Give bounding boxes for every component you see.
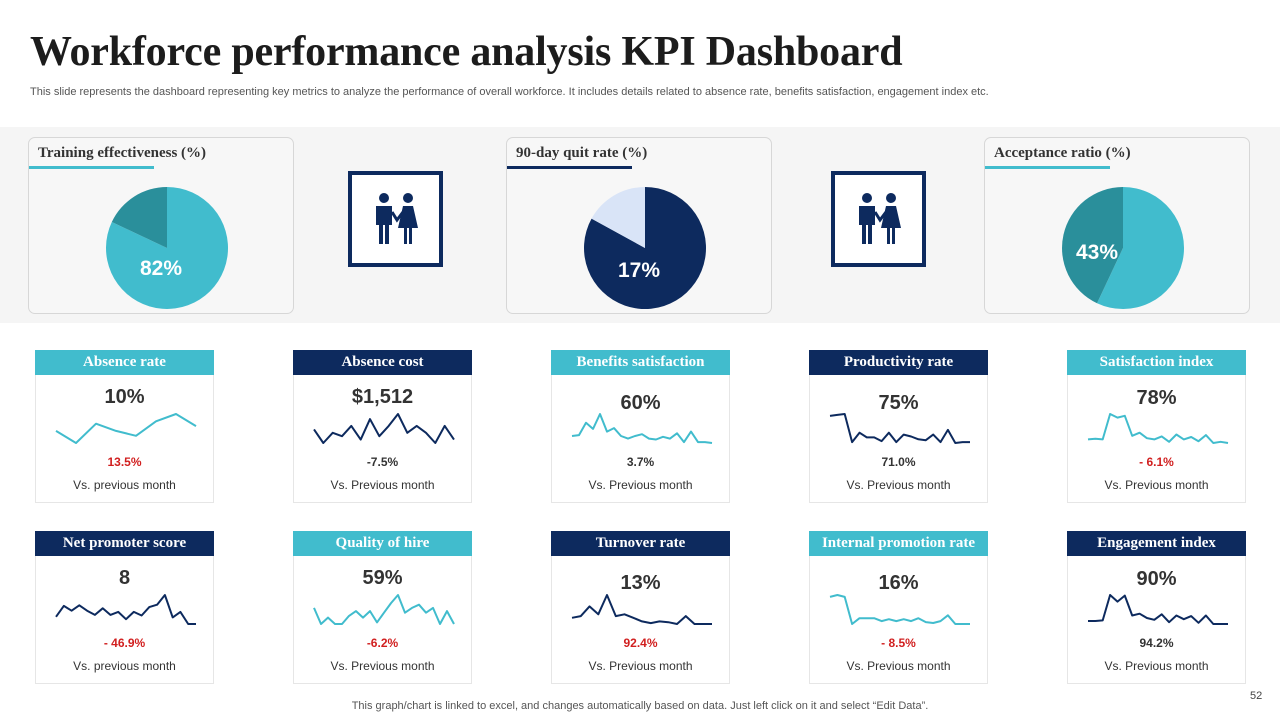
page-subtitle: This slide represents the dashboard repr… bbox=[30, 86, 989, 98]
kpi-card-satisfaction-index[interactable]: Satisfaction index 78% - 6.1% Vs. Previo… bbox=[1067, 350, 1246, 503]
pie-title: Training effectiveness (%) bbox=[38, 145, 207, 161]
sparkline bbox=[829, 594, 970, 625]
pie-card-training-effectiveness[interactable]: Training effectiveness (%) 82% bbox=[28, 137, 294, 314]
kpi-card-internal-promotion-rate[interactable]: Internal promotion rate 16% - 8.5% Vs. P… bbox=[809, 531, 988, 684]
sparkline bbox=[829, 413, 970, 444]
pie-slice bbox=[1062, 187, 1123, 304]
kpi-card-absence-rate[interactable]: Absence rate 10% 13.5% Vs. previous mont… bbox=[35, 350, 214, 503]
kpi-header: Benefits satisfaction bbox=[551, 350, 730, 375]
kpi-header: Absence rate bbox=[35, 350, 214, 375]
footer-note: This graph/chart is linked to excel, and… bbox=[351, 700, 929, 712]
kpi-header: Turnover rate bbox=[551, 531, 730, 556]
sparkline-series bbox=[571, 413, 713, 444]
sparkline-series bbox=[829, 413, 970, 444]
sparkline-series bbox=[55, 594, 196, 625]
kpi-comparison-label: Vs. Previous month bbox=[846, 659, 951, 673]
kpi-change: - 8.5% bbox=[881, 636, 916, 650]
kpi-card-productivity-rate[interactable]: Productivity rate 75% 71.0% Vs. Previous… bbox=[809, 350, 988, 503]
kpi-change: 3.7% bbox=[626, 455, 655, 469]
pie-label: 17% bbox=[618, 259, 660, 282]
sparkline-series bbox=[55, 413, 197, 444]
kpi-change: 92.4% bbox=[623, 636, 658, 650]
sparkline-series bbox=[1087, 413, 1229, 444]
kpi-change: 71.0% bbox=[881, 455, 916, 469]
page-number: 52 bbox=[1250, 690, 1263, 702]
kpi-header: Satisfaction index bbox=[1067, 350, 1246, 375]
pie-chart: 82% bbox=[106, 187, 229, 309]
pie-underline bbox=[29, 166, 154, 169]
kpi-card-net-promoter-score[interactable]: Net promoter score 8 - 46.9% Vs. previou… bbox=[35, 531, 214, 684]
kpi-card-turnover-rate[interactable]: Turnover rate 13% 92.4% Vs. Previous mon… bbox=[551, 531, 730, 684]
people-icon bbox=[859, 193, 901, 244]
kpi-card-quality-of-hire[interactable]: Quality of hire 59% -6.2% Vs. Previous m… bbox=[293, 531, 472, 684]
kpi-comparison-label: Vs. Previous month bbox=[846, 478, 951, 492]
kpi-header: Productivity rate bbox=[809, 350, 988, 375]
pie-slice bbox=[1097, 187, 1185, 309]
pie-slice bbox=[584, 187, 707, 309]
sparkline bbox=[571, 413, 713, 444]
kpi-card-engagement-index[interactable]: Engagement index 90% 94.2% Vs. Previous … bbox=[1067, 531, 1246, 684]
people-icon bbox=[376, 193, 418, 244]
pie-slice bbox=[106, 187, 229, 309]
kpi-comparison-label: Vs. previous month bbox=[73, 478, 176, 492]
pie-slice bbox=[591, 187, 645, 248]
sparkline-series bbox=[829, 594, 970, 625]
pie-chart: 17% bbox=[584, 187, 707, 309]
kpi-comparison-label: Vs. Previous month bbox=[330, 478, 435, 492]
kpi-comparison-label: Vs. previous month bbox=[73, 659, 176, 673]
pie-slice bbox=[111, 187, 167, 248]
sparkline-series bbox=[571, 594, 712, 625]
pie-label: 82% bbox=[140, 257, 182, 280]
kpi-change: - 46.9% bbox=[103, 636, 146, 650]
page-title: Workforce performance analysis KPI Dashb… bbox=[30, 29, 903, 75]
pie-title: Acceptance ratio (%) bbox=[994, 145, 1131, 161]
kpi-comparison-label: Vs. Previous month bbox=[1104, 478, 1209, 492]
kpi-change: - 6.1% bbox=[1139, 455, 1174, 469]
sparkline bbox=[1087, 413, 1229, 444]
sparkline-series bbox=[313, 413, 455, 444]
kpi-comparison-label: Vs. Previous month bbox=[330, 659, 435, 673]
kpi-change: 94.2% bbox=[1139, 636, 1174, 650]
kpi-value: 16% bbox=[878, 572, 919, 594]
kpi-value: 13% bbox=[620, 572, 661, 594]
kpi-value: 75% bbox=[878, 392, 919, 414]
kpi-header: Internal promotion rate bbox=[809, 531, 988, 556]
kpi-change: 13.5% bbox=[107, 455, 142, 469]
sparkline bbox=[313, 594, 455, 625]
pie-chart: 43% bbox=[1062, 187, 1185, 309]
kpi-card-benefits-satisfaction[interactable]: Benefits satisfaction 60% 3.7% Vs. Previ… bbox=[551, 350, 730, 503]
kpi-value: $1,512 bbox=[351, 386, 414, 408]
sparkline bbox=[313, 413, 455, 444]
pie-title: 90-day quit rate (%) bbox=[516, 145, 648, 161]
kpi-header: Quality of hire bbox=[293, 531, 472, 556]
sparkline bbox=[1088, 594, 1228, 625]
kpi-value: 59% bbox=[362, 567, 403, 589]
kpi-value: 10% bbox=[104, 386, 145, 408]
kpi-comparison-label: Vs. Previous month bbox=[588, 478, 693, 492]
kpi-value: 8 bbox=[118, 567, 131, 589]
pie-underline bbox=[985, 166, 1110, 169]
sparkline bbox=[55, 594, 196, 625]
people-icon-frame bbox=[831, 171, 926, 267]
kpi-value: 78% bbox=[1136, 387, 1177, 409]
sparkline-series bbox=[313, 594, 455, 625]
kpi-comparison-label: Vs. Previous month bbox=[588, 659, 693, 673]
kpi-comparison-label: Vs. Previous month bbox=[1104, 659, 1209, 673]
kpi-card-absence-cost[interactable]: Absence cost $1,512 -7.5% Vs. Previous m… bbox=[293, 350, 472, 503]
pie-card-acceptance-ratio[interactable]: Acceptance ratio (%) 43% bbox=[984, 137, 1250, 314]
pie-label: 43% bbox=[1076, 241, 1118, 264]
kpi-value: 60% bbox=[620, 392, 661, 414]
sparkline-series bbox=[1088, 594, 1228, 625]
people-icon-frame bbox=[348, 171, 443, 267]
pie-card-90-day-quit-rate[interactable]: 90-day quit rate (%) 17% bbox=[506, 137, 772, 314]
pie-underline bbox=[507, 166, 632, 169]
sparkline bbox=[571, 594, 712, 625]
kpi-header: Absence cost bbox=[293, 350, 472, 375]
kpi-header: Net promoter score bbox=[35, 531, 214, 556]
kpi-value: 90% bbox=[1136, 568, 1177, 590]
kpi-change: -6.2% bbox=[366, 636, 399, 650]
kpi-change: -7.5% bbox=[366, 455, 399, 469]
kpi-header: Engagement index bbox=[1067, 531, 1246, 556]
sparkline bbox=[55, 413, 197, 444]
